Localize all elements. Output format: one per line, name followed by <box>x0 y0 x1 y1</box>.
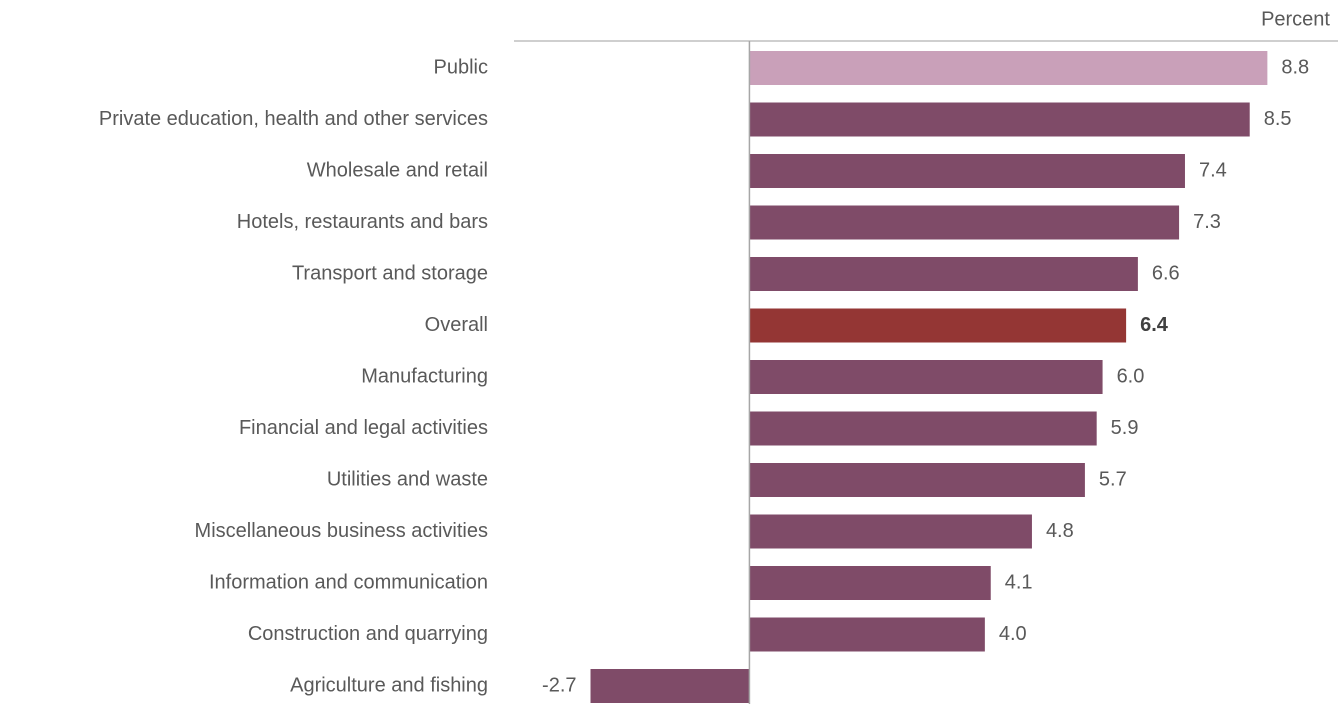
value-label: 7.3 <box>1193 211 1221 233</box>
y-tick-label: Utilities and waste <box>327 468 488 490</box>
value-label: 4.1 <box>1005 571 1033 593</box>
y-tick-label: Private education, health and other serv… <box>99 108 488 130</box>
y-tick-label: Overall <box>425 314 488 336</box>
value-label: 8.8 <box>1281 56 1309 78</box>
y-tick-label: Hotels, restaurants and bars <box>237 211 488 233</box>
value-label: 6.0 <box>1117 365 1145 387</box>
value-label: 4.8 <box>1046 520 1074 542</box>
y-tick-label: Wholesale and retail <box>307 159 488 181</box>
axis-label: Percent <box>1261 8 1330 30</box>
bar <box>749 51 1268 85</box>
bar <box>749 154 1185 188</box>
bar <box>749 411 1097 446</box>
bar <box>749 257 1138 291</box>
value-label: 8.5 <box>1264 108 1292 130</box>
bar <box>749 566 991 600</box>
value-label: 5.7 <box>1099 468 1127 490</box>
value-label: 5.9 <box>1111 417 1139 439</box>
bar <box>749 514 1032 549</box>
y-tick-label: Miscellaneous business activities <box>195 520 488 542</box>
bar <box>749 102 1250 137</box>
bar <box>590 669 750 703</box>
y-tick-label: Financial and legal activities <box>239 417 488 439</box>
value-label: 6.6 <box>1152 262 1180 284</box>
bar <box>749 617 985 652</box>
y-tick-label: Agriculture and fishing <box>290 674 488 696</box>
bar <box>749 463 1085 497</box>
value-label: -2.7 <box>542 674 576 696</box>
bar <box>749 360 1103 394</box>
y-tick-label: Information and communication <box>209 571 488 593</box>
y-tick-label: Construction and quarrying <box>248 623 488 645</box>
y-tick-label: Transport and storage <box>292 262 488 284</box>
value-label: 7.4 <box>1199 159 1227 181</box>
y-tick-label: Manufacturing <box>361 365 488 387</box>
y-tick-label: Public <box>434 56 488 78</box>
value-label: 4.0 <box>999 623 1027 645</box>
value-label: 6.4 <box>1140 314 1169 336</box>
bar <box>749 308 1127 343</box>
bar <box>749 205 1180 240</box>
